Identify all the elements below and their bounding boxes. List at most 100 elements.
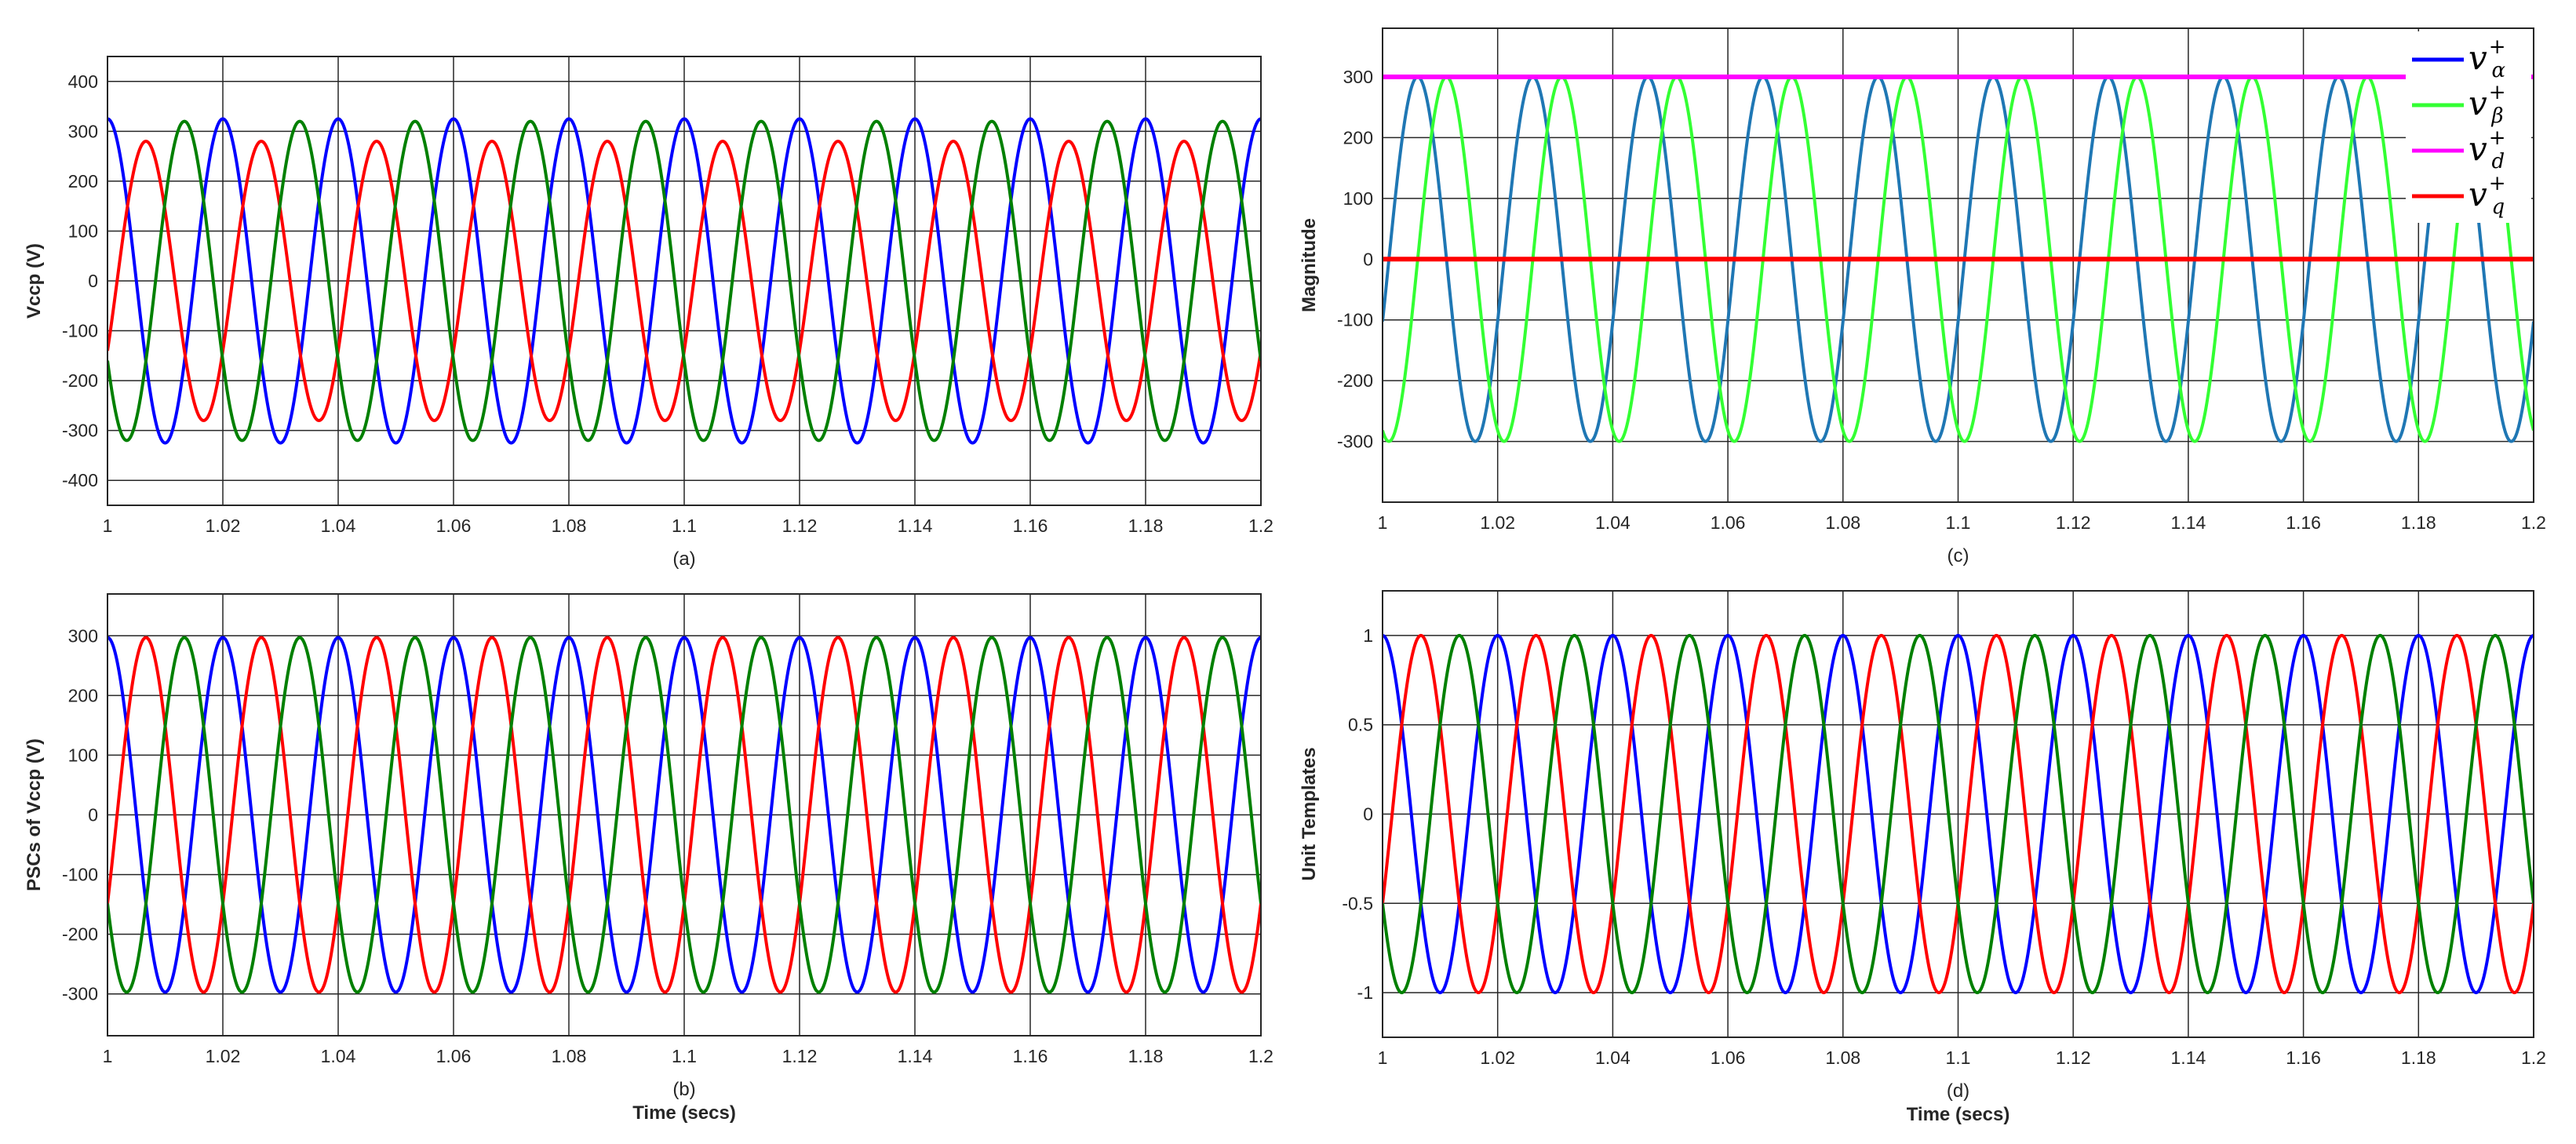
y-tick-label: 200	[68, 685, 98, 705]
y-tick-label: 300	[68, 121, 98, 141]
chart-panel-b: 1 1.02 1.04 1.06 1.08 1.1 1.12 1.14 1.16 1.18 1.2 -…	[24, 593, 1273, 1124]
y-tick-label: -100	[62, 865, 98, 885]
y-tick-label: -1	[1357, 982, 1373, 1003]
series-line-α	[1383, 75, 2534, 443]
y-tick-label: -100	[1337, 310, 1373, 330]
x-axis-label: Time (secs)	[632, 1102, 736, 1124]
y-tick-label: 300	[1343, 67, 1373, 87]
y-tick-label: 100	[68, 745, 98, 765]
x-tick-label: 1.2	[2521, 512, 2546, 533]
y-tick-label: -100	[62, 321, 98, 341]
panel-caption: (d)	[1947, 1080, 1969, 1102]
x-tick-label: 1.14	[898, 516, 933, 536]
y-tick-label: 0	[1363, 249, 1373, 269]
y-tick-label: 200	[1343, 127, 1373, 148]
chart-panel-c: 1 1.02 1.04 1.06 1.08 1.1 1.12 1.14 1.16 1.18 1.2 -…	[1299, 27, 2546, 567]
y-tick-label: -0.5	[1342, 893, 1373, 913]
x-tick-label: 1	[103, 516, 113, 536]
legend-box	[2406, 31, 2531, 223]
x-tick-label: 1.18	[2401, 1047, 2436, 1068]
series-group	[1383, 633, 2534, 995]
series-line-2	[107, 119, 1261, 443]
series-group	[107, 117, 1261, 445]
x-tick-label: 1.16	[1013, 516, 1048, 536]
y-tick-label: -200	[62, 370, 98, 391]
series-line-β	[1383, 75, 2534, 443]
x-tick-label: 1.14	[898, 1046, 933, 1066]
x-tick-label: 1.2	[2521, 1047, 2546, 1068]
legend-label: v+ d	[2469, 126, 2506, 173]
x-tick-label: 1.12	[782, 516, 818, 536]
series-group	[1383, 74, 2534, 443]
x-tick-label: 1.16	[2286, 512, 2321, 533]
x-tick-label: 1.12	[2056, 512, 2091, 533]
y-axis-label: Magnitude	[1299, 218, 1320, 312]
x-tick-label: 1.08	[552, 1046, 587, 1066]
legend-label: v+ α	[2469, 35, 2506, 82]
x-tick-label: 1.12	[782, 1046, 818, 1066]
y-tick-label: 1	[1363, 625, 1373, 646]
x-tick-label: 1.2	[1248, 516, 1273, 536]
legend: v+ αv+ βv+ dv+ q	[2406, 31, 2531, 223]
x-tick-label: 1.18	[2401, 512, 2436, 533]
x-tick-label: 1.04	[321, 516, 356, 536]
x-tick-label: 1	[103, 1046, 113, 1066]
x-tick-label: 1.16	[1013, 1046, 1048, 1066]
x-tick-label: 1	[1378, 512, 1388, 533]
y-axis-label: Vccp (V)	[24, 243, 45, 319]
y-tick-label: 100	[68, 220, 98, 241]
x-tick-label: 1.06	[436, 516, 472, 536]
x-tick-label: 1.2	[1248, 1046, 1273, 1066]
y-tick-label: 400	[68, 71, 98, 92]
x-tick-label: 1.04	[1595, 1047, 1630, 1068]
y-tick-label: 0	[88, 805, 98, 825]
x-tick-label: 1.18	[1128, 1046, 1164, 1066]
series-line-2	[107, 636, 1261, 994]
x-tick-label: 1.04	[321, 1046, 356, 1066]
x-tick-label: 1.1	[1946, 512, 1971, 533]
y-tick-label: -300	[1337, 432, 1373, 452]
panel-caption: (b)	[672, 1079, 695, 1100]
x-tick-label: 1.1	[672, 516, 697, 536]
x-tick-label: 1.1	[1946, 1047, 1971, 1068]
x-tick-label: 1.1	[672, 1046, 697, 1066]
x-tick-label: 1.02	[206, 516, 241, 536]
series-line-2	[1383, 633, 2534, 995]
chart-panel-d: 1 1.02 1.04 1.06 1.08 1.1 1.12 1.14 1.16 1.18 1.2 -…	[1299, 590, 2546, 1125]
y-tick-label: -200	[1337, 370, 1373, 391]
y-axis-label: Unit Templates	[1299, 747, 1320, 880]
y-tick-label: 300	[68, 625, 98, 646]
y-tick-label: -400	[62, 470, 98, 490]
y-tick-label: -200	[62, 924, 98, 945]
chart-panel-a: 1 1.02 1.04 1.06 1.08 1.1 1.12 1.14 1.16 1.18 1.2 -…	[24, 56, 1273, 570]
x-tick-label: 1.06	[1711, 1047, 1746, 1068]
x-tick-label: 1.18	[1128, 516, 1164, 536]
panel-caption: (c)	[1947, 545, 1969, 567]
x-tick-label: 1	[1378, 1047, 1388, 1068]
x-tick-label: 1.08	[1825, 1047, 1860, 1068]
panel-caption: (a)	[672, 548, 695, 570]
legend-label: v+ q	[2469, 172, 2506, 219]
x-tick-label: 1.02	[1480, 512, 1515, 533]
y-tick-label: -300	[62, 421, 98, 441]
x-tick-label: 1.02	[1480, 1047, 1515, 1068]
y-tick-label: 100	[1343, 188, 1373, 209]
x-tick-label: 1.02	[206, 1046, 241, 1066]
x-tick-label: 1.14	[2171, 512, 2206, 533]
axes-frame	[1382, 590, 2534, 1038]
series-group	[107, 636, 1261, 994]
y-tick-label: -300	[62, 984, 98, 1004]
x-tick-label: 1.08	[552, 516, 587, 536]
y-tick-label: 0	[1363, 804, 1373, 825]
axes-frame	[107, 593, 1262, 1037]
x-tick-label: 1.14	[2171, 1047, 2206, 1068]
x-tick-label: 1.12	[2056, 1047, 2091, 1068]
y-tick-label: 200	[68, 171, 98, 191]
x-axis-label: Time (secs)	[1907, 1104, 2010, 1125]
x-tick-label: 1.04	[1595, 512, 1630, 533]
y-tick-label: 0.5	[1348, 715, 1373, 735]
axes-frame	[1382, 27, 2534, 503]
y-tick-label: 0	[88, 271, 98, 291]
axes-frame	[107, 56, 1262, 506]
